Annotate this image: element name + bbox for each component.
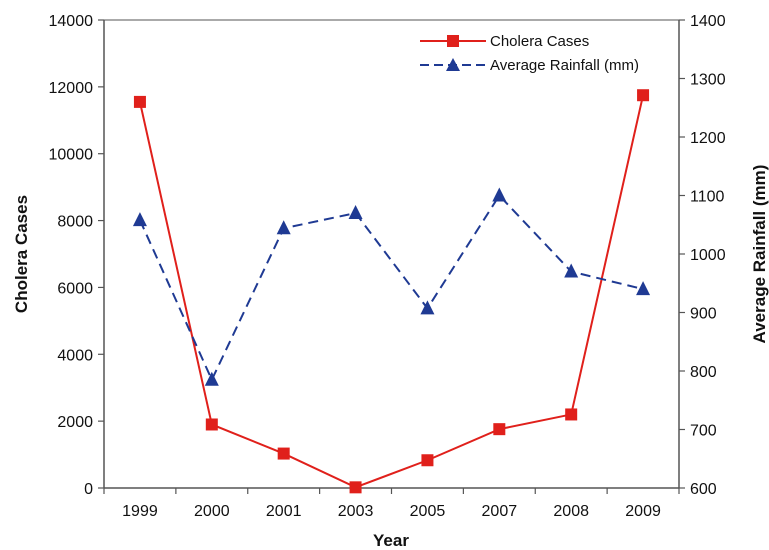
x-axis-title: Year [373, 531, 409, 550]
left-tick-label: 10000 [49, 147, 94, 164]
x-tick-label: 2007 [482, 503, 518, 520]
left-tick-label: 2000 [57, 414, 93, 431]
left-axis-title: Cholera Cases [12, 195, 31, 313]
x-tick-label: 2003 [338, 503, 374, 520]
legend-rainfall-label: Average Rainfall (mm) [490, 57, 639, 74]
data-point-marker [133, 95, 146, 108]
x-tick-label: 2001 [266, 503, 302, 520]
series-line [138, 94, 645, 489]
right-tick-label: 700 [690, 423, 717, 440]
data-point-marker [277, 447, 290, 460]
right-tick-label: 1000 [690, 247, 726, 264]
data-point-marker [132, 212, 147, 227]
data-point-marker [276, 220, 291, 235]
data-point-marker [637, 89, 650, 102]
right-axis-ticks: 600 700 800 900 1000 1100 1200 1300 1400 [679, 13, 726, 498]
left-tick-label: 14000 [49, 13, 94, 30]
legend-cholera-marker [447, 35, 459, 47]
right-tick-label: 1200 [690, 130, 726, 147]
left-tick-label: 8000 [57, 214, 93, 231]
axes [103, 19, 680, 489]
legend: Cholera Cases Average Rainfall (mm) [420, 33, 639, 74]
data-point-marker [636, 281, 651, 296]
legend-item-average-rainfall: Average Rainfall (mm) [420, 57, 639, 74]
right-axis-title: Average Rainfall (mm) [750, 165, 769, 344]
series-layer [132, 89, 651, 494]
data-point-marker [348, 205, 363, 220]
data-point-marker [349, 481, 362, 494]
right-tick-label: 1400 [690, 13, 726, 30]
data-point-marker [492, 187, 507, 202]
right-tick-label: 1300 [690, 72, 726, 89]
data-point-marker [204, 371, 219, 386]
x-tick-label: 1999 [122, 503, 158, 520]
right-tick-label: 600 [690, 481, 717, 498]
data-point-marker [420, 300, 435, 315]
data-point-marker [493, 423, 506, 436]
legend-item-cholera-cases: Cholera Cases [420, 33, 589, 50]
right-tick-label: 900 [690, 306, 717, 323]
x-tick-label: 2000 [194, 503, 230, 520]
series-line [139, 193, 644, 383]
x-tick-label: 2009 [625, 503, 661, 520]
left-tick-label: 12000 [49, 80, 94, 97]
left-tick-label: 6000 [57, 280, 93, 297]
x-tick-label: 2008 [553, 503, 589, 520]
series-cholera-cases [133, 89, 650, 494]
legend-cholera-label: Cholera Cases [490, 33, 589, 50]
data-point-marker [421, 454, 434, 467]
legend-rainfall-marker [446, 58, 460, 71]
data-point-marker [565, 408, 578, 421]
series-average-rainfall-mm [132, 187, 651, 386]
x-tick-label: 2005 [410, 503, 446, 520]
right-tick-label: 1100 [690, 189, 725, 206]
right-tick-label: 800 [690, 364, 717, 381]
left-tick-label: 0 [84, 481, 93, 498]
left-axis-ticks: 0 2000 4000 6000 8000 10000 12000 14000 [49, 13, 104, 498]
left-tick-label: 4000 [57, 347, 93, 364]
data-point-marker [205, 418, 218, 431]
data-point-marker [564, 263, 579, 278]
x-axis-ticks: 1999 2000 2001 2003 2005 2007 2008 2009 [103, 488, 680, 520]
